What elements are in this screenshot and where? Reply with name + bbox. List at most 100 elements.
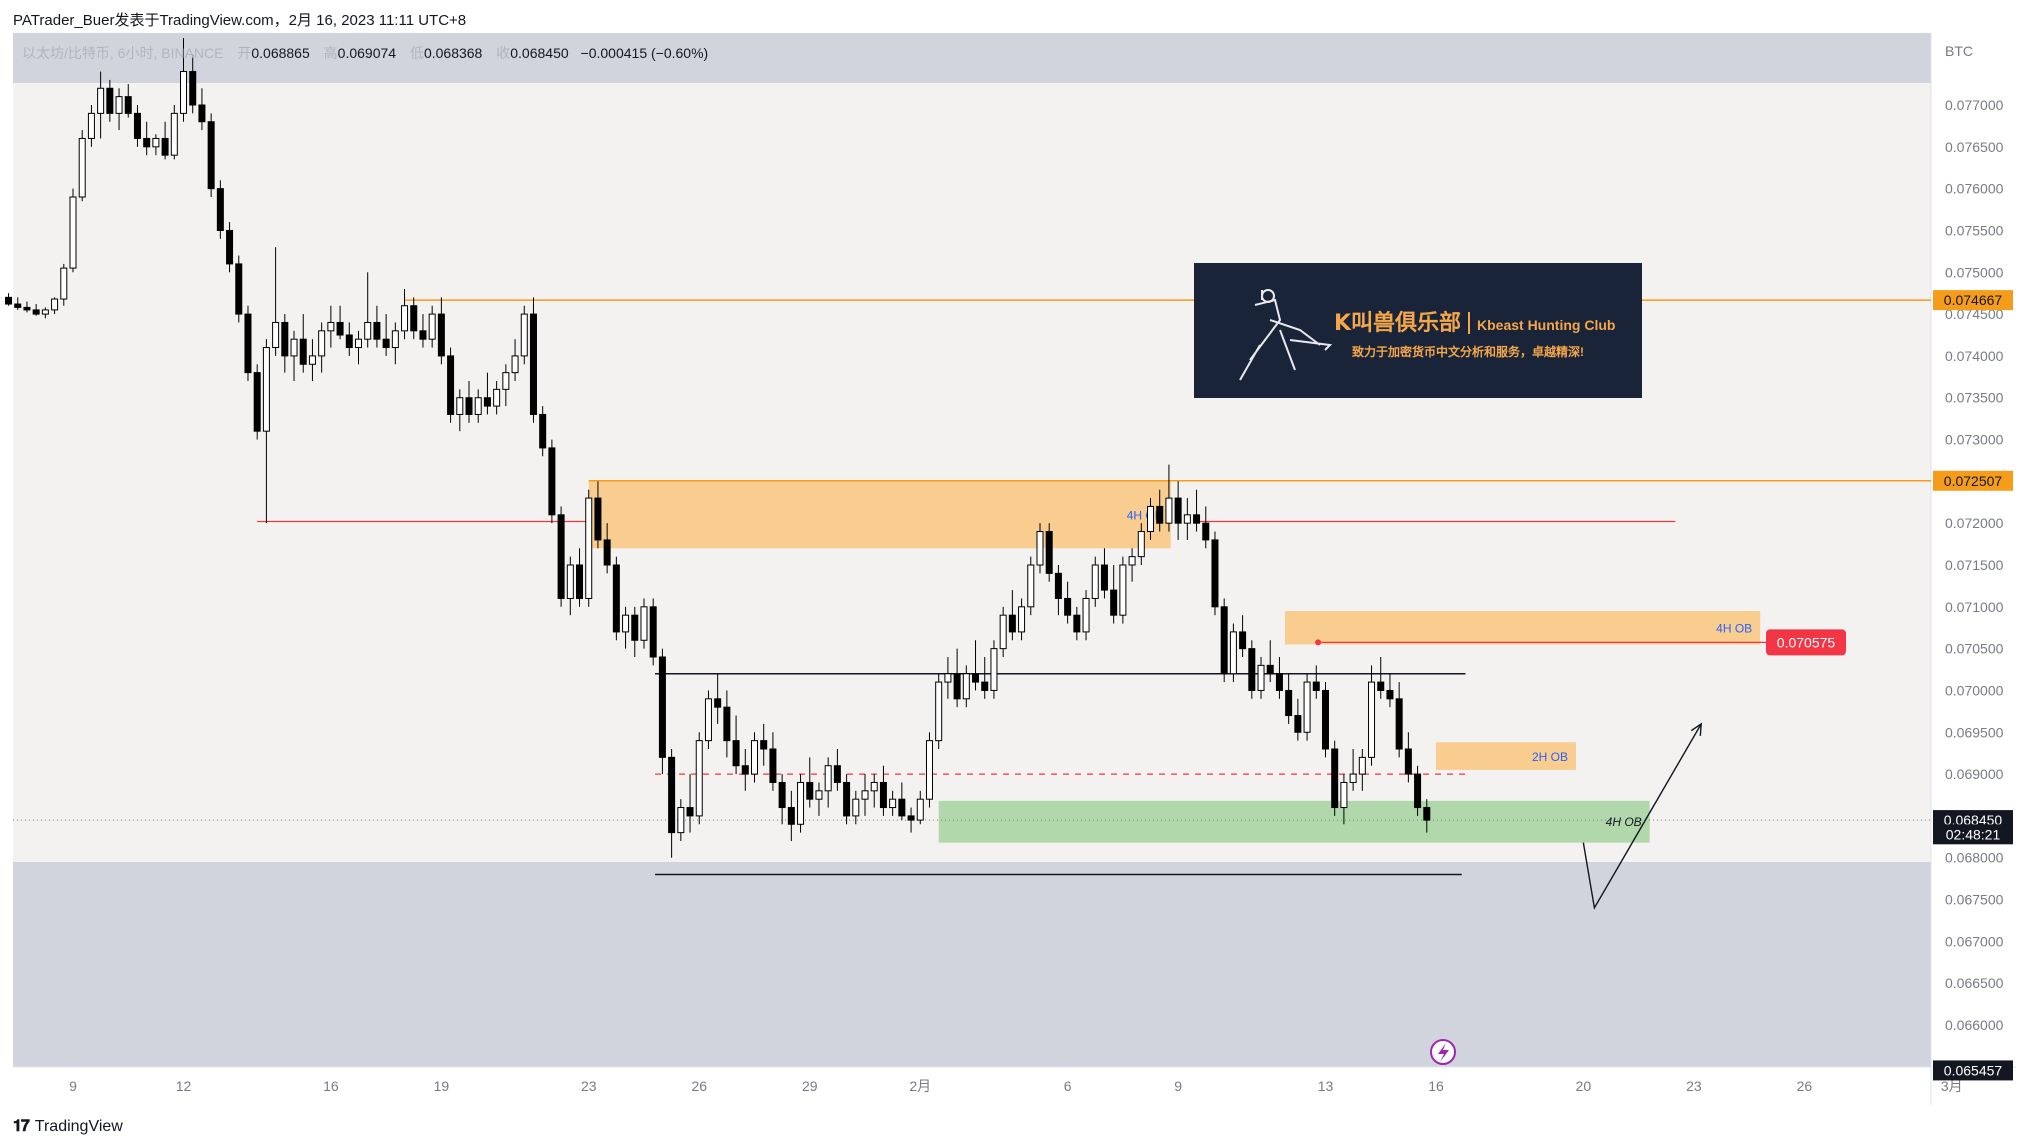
candle-body bbox=[999, 614, 1007, 650]
candle-128 bbox=[1183, 498, 1191, 540]
candle-86 bbox=[797, 774, 805, 833]
candle-body bbox=[1193, 514, 1201, 524]
candle-body bbox=[1358, 756, 1366, 775]
candle-137 bbox=[1266, 640, 1274, 683]
price-tick-14: 0.070000 bbox=[1945, 682, 2004, 698]
candle-73 bbox=[677, 799, 685, 841]
candle-body bbox=[1045, 531, 1053, 574]
candle-94 bbox=[870, 774, 878, 808]
footer-brand[interactable]: 𝟏𝟕 TradingView bbox=[13, 1118, 123, 1136]
candle-body bbox=[410, 305, 418, 332]
price-label-3: 0.068450 bbox=[1944, 812, 2003, 828]
candle-body bbox=[925, 740, 933, 800]
candle-body bbox=[1414, 773, 1422, 809]
candle-125 bbox=[1156, 489, 1164, 532]
price-tick-4: 0.075000 bbox=[1945, 264, 2004, 280]
upper-shade bbox=[13, 33, 1931, 83]
order-block-zone-2[interactable] bbox=[1436, 742, 1576, 770]
candle-body bbox=[124, 96, 132, 114]
price-tick-18: 0.068000 bbox=[1945, 850, 2004, 866]
time-tick-14: 26 bbox=[1797, 1078, 1813, 1094]
candle-34 bbox=[318, 322, 326, 373]
candle-body bbox=[539, 413, 547, 449]
candle-body bbox=[760, 740, 768, 750]
candle-body bbox=[797, 781, 805, 825]
price-tick-16: 0.069000 bbox=[1945, 766, 2004, 782]
candle-body bbox=[51, 298, 59, 311]
candle-150 bbox=[1386, 673, 1394, 708]
candle-body bbox=[769, 748, 777, 783]
time-tick-0: 9 bbox=[69, 1078, 77, 1094]
candle-body bbox=[806, 781, 814, 800]
order-block-zone-0[interactable] bbox=[588, 480, 1171, 549]
price-tick-7: 0.073500 bbox=[1945, 390, 2004, 406]
price-axis[interactable]: 0.077000 0.076500 0.076000 0.075500 0.075000… bbox=[1945, 97, 2004, 1033]
projection-path[interactable] bbox=[1582, 723, 1702, 910]
candle-64 bbox=[594, 481, 602, 549]
currency-label[interactable]: BTC bbox=[1945, 43, 1973, 59]
hunter-logo-icon bbox=[1239, 289, 1333, 381]
legend-low: 0.068368 bbox=[424, 45, 483, 61]
candle-77 bbox=[714, 673, 722, 724]
candle-142 bbox=[1312, 665, 1320, 699]
candle-body bbox=[1027, 564, 1035, 608]
candle-146 bbox=[1349, 749, 1357, 791]
candle-body bbox=[244, 313, 252, 374]
price-labels: 0.074667 0.072507 0.070575 0.06845002:48:21… bbox=[1766, 290, 2013, 1081]
candle-106 bbox=[981, 657, 989, 699]
candle-body bbox=[714, 698, 722, 708]
price-tick-3: 0.075500 bbox=[1945, 222, 2004, 238]
candle-6 bbox=[60, 263, 68, 306]
candle-body bbox=[741, 765, 749, 775]
candle-149 bbox=[1377, 657, 1385, 699]
legend-symbol[interactable]: 以太坊/比特币, 6小时, BINANCE bbox=[22, 45, 223, 61]
candle-53 bbox=[493, 381, 501, 415]
candle-107 bbox=[990, 640, 998, 699]
candle-body bbox=[833, 765, 841, 783]
candle-52 bbox=[483, 372, 491, 415]
legend-high: 0.069074 bbox=[338, 45, 397, 61]
time-tick-5: 26 bbox=[691, 1078, 707, 1094]
time-tick-6: 29 bbox=[802, 1078, 818, 1094]
time-tick-1: 12 bbox=[176, 1078, 192, 1094]
projection-layer bbox=[1582, 722, 1703, 910]
line-anchor-dot[interactable] bbox=[1315, 639, 1322, 646]
candle-body bbox=[1073, 614, 1081, 633]
banner-subtitle: Kbeast Hunting Club bbox=[1477, 317, 1615, 333]
lightning-icon[interactable] bbox=[1430, 1039, 1456, 1065]
legend-open-label: 开 bbox=[237, 45, 251, 61]
candle-body bbox=[1312, 681, 1320, 691]
price-label-1: 0.072507 bbox=[1944, 473, 2003, 489]
candle-62 bbox=[576, 548, 584, 607]
candle-body bbox=[1100, 564, 1108, 591]
order-block-zone-1[interactable] bbox=[1284, 611, 1761, 645]
candle-body bbox=[1110, 589, 1118, 616]
candle-body bbox=[1248, 648, 1256, 691]
candle-133 bbox=[1229, 623, 1237, 683]
time-tick-15: 3月 bbox=[1941, 1078, 1963, 1094]
candle-body bbox=[1377, 681, 1385, 691]
candle-body bbox=[318, 330, 326, 357]
candle-body bbox=[843, 781, 851, 817]
candle-body bbox=[493, 388, 501, 407]
candle-body bbox=[889, 798, 897, 809]
candle-121 bbox=[1119, 556, 1127, 624]
order-block-zone-3[interactable] bbox=[938, 800, 1650, 843]
legend-high-label: 高 bbox=[324, 45, 338, 61]
price-tick-22: 0.066000 bbox=[1945, 1017, 2004, 1033]
author-name[interactable]: PATrader_Buer bbox=[13, 12, 115, 29]
candle-110 bbox=[1018, 598, 1026, 641]
candle-23 bbox=[216, 180, 224, 239]
candle-98 bbox=[907, 807, 915, 833]
candle-body bbox=[1386, 689, 1394, 700]
candle-body bbox=[483, 397, 491, 407]
candle-body bbox=[557, 514, 565, 599]
time-tick-8: 6 bbox=[1064, 1078, 1072, 1094]
ohlc-legend: 以太坊/比特币, 6小时, BINANCE 开0.068865 高0.06907… bbox=[22, 45, 708, 61]
time-axis[interactable]: 9 12 16 19 23 26 29 2月 6 9 13 16 20 23 26 3月 bbox=[69, 1078, 1963, 1094]
candle-19 bbox=[180, 38, 188, 122]
candle-105 bbox=[972, 640, 980, 691]
candle-91 bbox=[843, 774, 851, 825]
